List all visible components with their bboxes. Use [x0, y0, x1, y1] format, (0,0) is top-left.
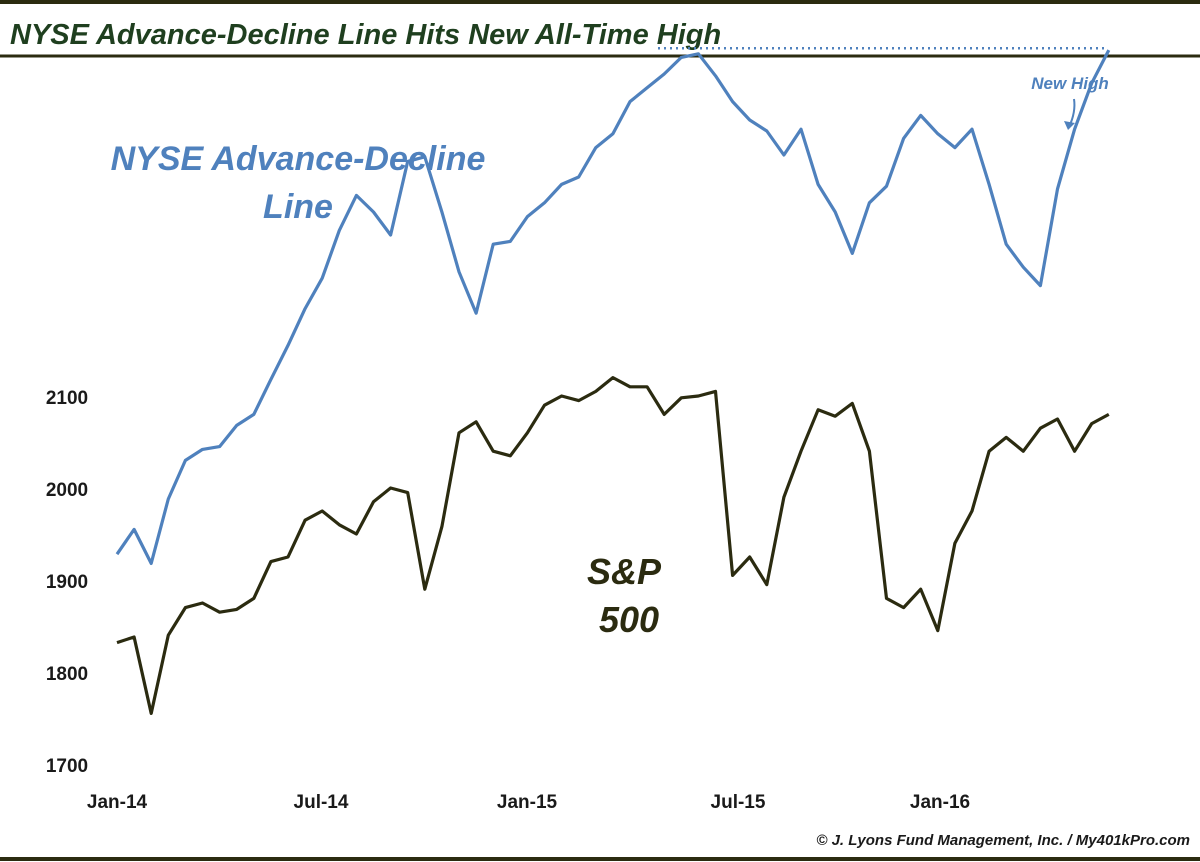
ad-line-label-line1: NYSE Advance-Decline	[111, 140, 486, 178]
x-tick-label: Jan-16	[910, 792, 970, 813]
x-tick-label: Jul-14	[294, 792, 349, 813]
sp500-label-line2: 500	[599, 599, 659, 640]
y-tick-label: 2000	[46, 480, 88, 501]
x-axis: Jan-14 Jul-14 Jan-15 Jul-15 Jan-16	[87, 792, 970, 813]
y-tick-label: 1700	[46, 756, 88, 777]
copyright-footer: © J. Lyons Fund Management, Inc. / My401…	[816, 832, 1190, 849]
x-tick-label: Jul-15	[711, 792, 766, 813]
y-tick-label: 1800	[46, 664, 88, 685]
x-tick-label: Jan-14	[87, 792, 148, 813]
new-high-annotation: New High	[1031, 74, 1108, 93]
y-tick-label: 1900	[46, 572, 88, 593]
ad-line-series	[115, 49, 1111, 566]
ad-line-label-line2: Line	[263, 188, 333, 226]
chart-title: NYSE Advance-Decline Line Hits New All-T…	[10, 19, 721, 51]
sp500-series	[116, 376, 1110, 716]
sp500-label-line1: S&P	[587, 551, 662, 592]
y-axis: 2100 2000 1900 1800 1700	[46, 388, 88, 777]
x-tick-label: Jan-15	[497, 792, 558, 813]
y-tick-label: 2100	[46, 388, 88, 409]
arrow-head-icon	[1064, 121, 1075, 130]
